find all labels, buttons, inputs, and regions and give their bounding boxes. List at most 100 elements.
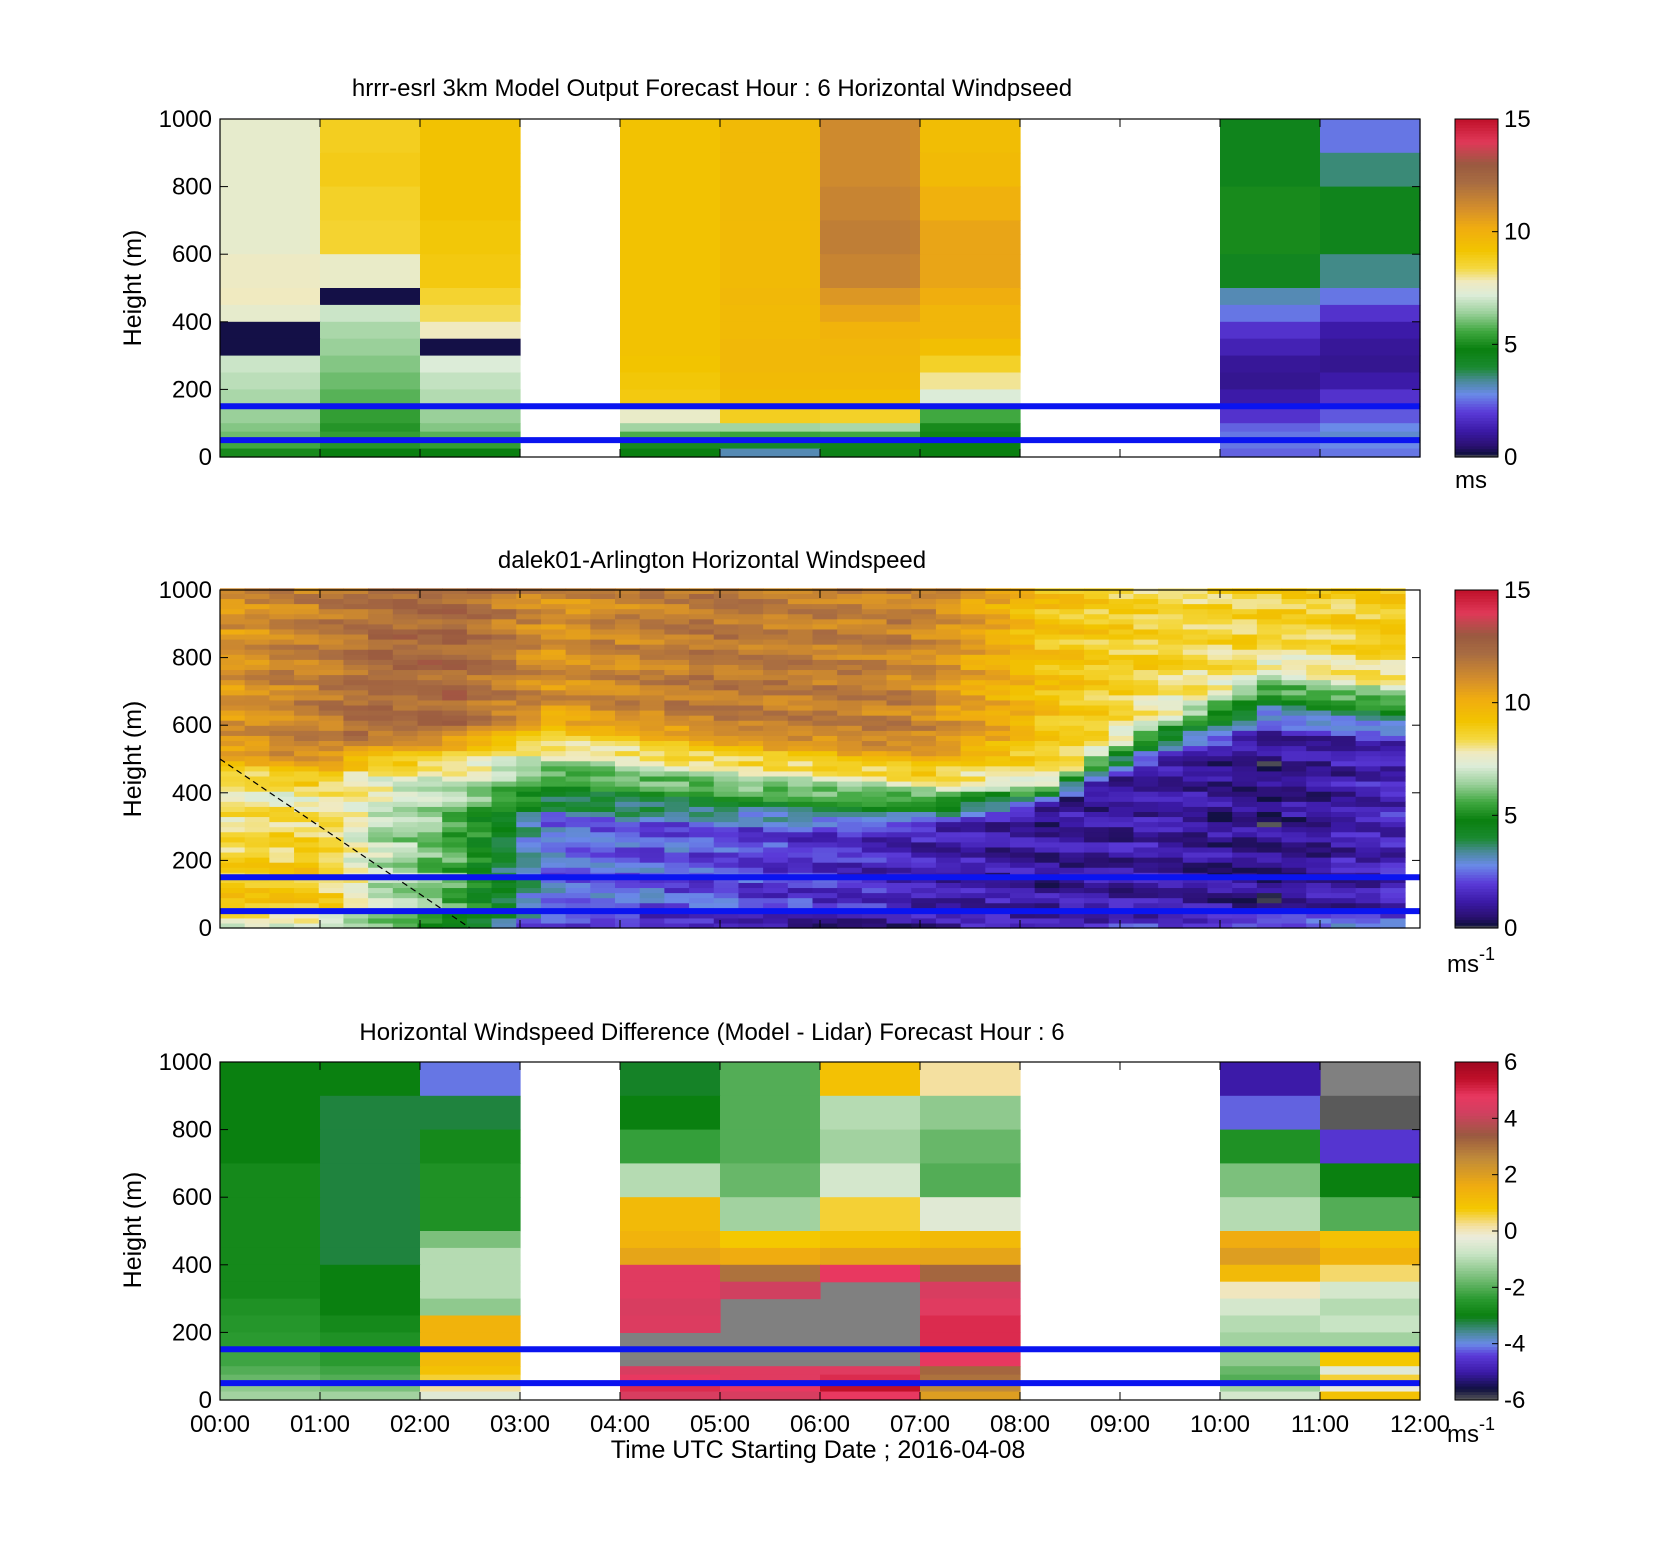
lidar-cell	[1158, 735, 1184, 742]
lidar-cell	[417, 603, 443, 610]
lidar-cell	[417, 745, 443, 752]
lidar-cell	[1059, 912, 1085, 919]
lidar-cell	[1059, 588, 1085, 594]
lidar-cell	[442, 588, 468, 594]
lidar-cell	[1084, 902, 1110, 909]
lidar-cell	[911, 841, 937, 848]
lidar-cell	[590, 633, 616, 640]
lidar-cell	[787, 867, 814, 873]
lidar-cell	[1256, 846, 1283, 853]
colorbar-step	[1455, 753, 1498, 757]
lidar-cell	[318, 628, 345, 635]
lidar-cell	[689, 796, 715, 802]
lidar-cell	[689, 902, 715, 909]
colorbar-step	[1455, 1276, 1498, 1280]
colorbar-step	[1455, 437, 1498, 441]
colorbar-step	[1455, 626, 1498, 631]
lidar-cell	[565, 811, 591, 818]
lidar-cell	[1108, 770, 1135, 777]
lidar-cell	[1281, 882, 1307, 889]
colorbar-step	[1455, 1349, 1498, 1353]
lidar-cell	[787, 851, 814, 858]
lidar-cell	[1380, 780, 1406, 787]
lidar-cell	[466, 679, 493, 686]
lidar-cell	[1133, 846, 1159, 853]
lidar-cell	[1010, 745, 1036, 752]
lidar-cell	[886, 801, 912, 807]
heatmap-cell	[420, 1129, 521, 1164]
panel-3-colorbar-unit: ms-1	[1447, 1414, 1495, 1448]
heatmap-cell	[320, 1315, 421, 1333]
lidar-cell	[763, 786, 789, 792]
lidar-cell	[1306, 882, 1332, 889]
lidar-cell	[466, 770, 493, 777]
lidar-cell	[1034, 780, 1060, 787]
heatmap-cell	[320, 321, 421, 340]
lidar-cell	[442, 760, 468, 767]
lidar-cell	[689, 917, 715, 924]
lidar-cell	[590, 831, 616, 838]
lidar-cell	[1281, 841, 1307, 848]
lidar-cell	[1281, 796, 1307, 802]
lidar-cell	[787, 598, 814, 605]
lidar-cell	[565, 709, 591, 716]
lidar-cell	[294, 922, 320, 929]
lidar-cell	[787, 887, 814, 894]
heatmap-cell	[420, 1095, 521, 1131]
colorbar-step	[1455, 1104, 1498, 1108]
lidar-cell	[787, 760, 814, 767]
lidar-cell	[615, 684, 641, 691]
lidar-cell	[837, 699, 863, 706]
lidar-cell	[1306, 786, 1332, 792]
lidar-cell	[1010, 588, 1036, 594]
lidar-cell	[1207, 664, 1233, 671]
lidar-cell	[1380, 755, 1406, 762]
lidar-cell	[269, 755, 295, 762]
lidar-cell	[565, 588, 591, 594]
heatmap-cell	[820, 254, 921, 289]
lidar-cell	[1010, 897, 1036, 904]
lidar-cell	[294, 649, 320, 655]
lidar-cell	[787, 623, 814, 630]
lidar-cell	[220, 841, 246, 848]
lidar-cell	[689, 862, 715, 868]
y-tick-label: 0	[199, 915, 212, 942]
lidar-cell	[1059, 633, 1085, 640]
lidar-cell	[1281, 613, 1307, 620]
lidar-cell	[590, 720, 616, 726]
lidar-cell	[466, 917, 493, 924]
lidar-cell	[516, 887, 542, 894]
lidar-cell	[738, 725, 764, 731]
lidar-cell	[368, 588, 394, 594]
lidar-cell	[1158, 770, 1184, 777]
lidar-cell	[1281, 715, 1307, 721]
lidar-cell	[1207, 715, 1233, 721]
lidar-cell	[1133, 745, 1159, 752]
lidar-cell	[343, 715, 369, 721]
lidar-cell	[1182, 628, 1209, 635]
lidar-cell	[565, 882, 591, 889]
lidar-cell	[1207, 623, 1233, 630]
colorbar-step	[1455, 1329, 1498, 1333]
lidar-cell	[1059, 608, 1085, 615]
colorbar-step	[1455, 1383, 1498, 1387]
lidar-cell	[1010, 816, 1036, 823]
lidar-cell	[1084, 720, 1110, 726]
lidar-cell	[368, 598, 394, 605]
lidar-cell	[812, 704, 838, 711]
heatmap-cell	[620, 1062, 721, 1097]
colorbar-step	[1455, 919, 1498, 923]
lidar-cell	[615, 862, 641, 868]
lidar-cell	[1133, 857, 1159, 863]
lidar-cell	[269, 912, 295, 919]
lidar-cell	[491, 639, 517, 645]
lidar-cell	[935, 659, 962, 665]
lidar-cell	[837, 755, 863, 762]
heatmap-cell	[1220, 1163, 1321, 1198]
lidar-cell	[1380, 639, 1406, 645]
lidar-cell	[837, 669, 863, 676]
heatmap-cell	[1220, 389, 1321, 407]
colorbar-step	[1455, 1076, 1498, 1080]
lidar-cell	[960, 588, 986, 594]
lidar-cell	[392, 851, 419, 858]
